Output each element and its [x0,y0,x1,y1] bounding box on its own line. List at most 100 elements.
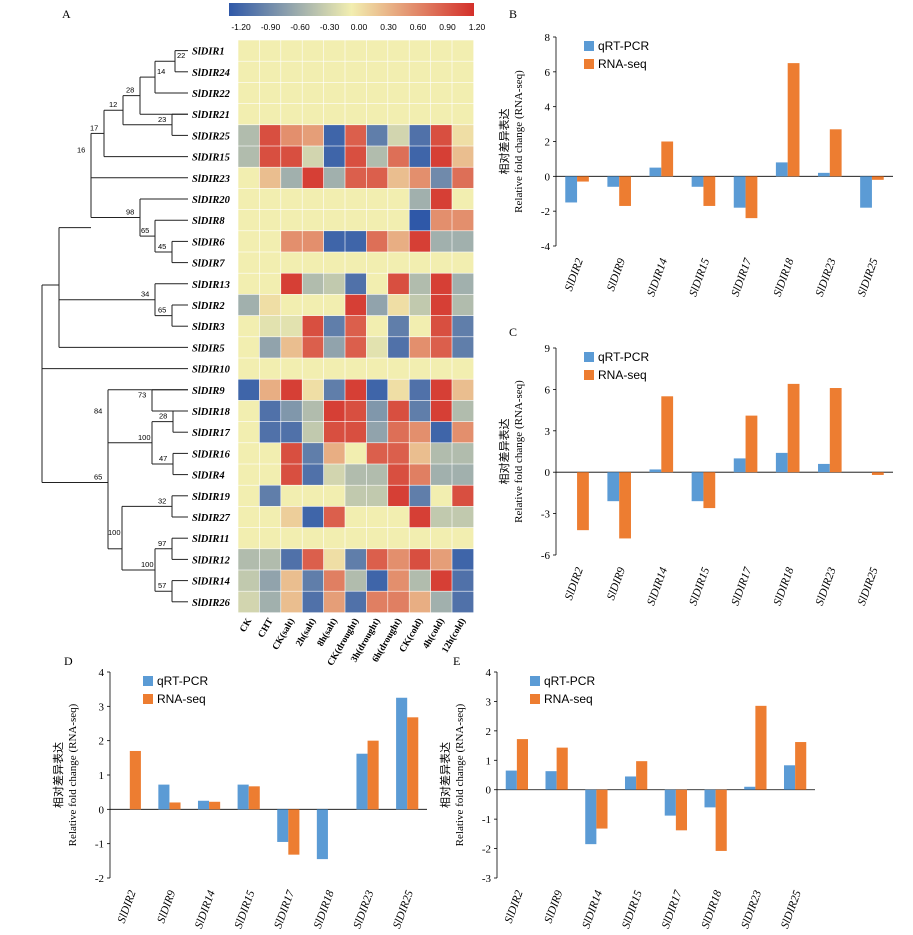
x-tick-label: SlDIR15 [687,257,712,299]
y-tick-label: 3 [545,426,551,438]
heatmap-row-label: SlDIR25 [192,131,230,142]
heatmap-cell [259,39,282,62]
heatmap-cell [323,463,346,486]
x-tick-label: SlDIR25 [856,566,881,608]
heatmap-cell [408,272,432,296]
heatmap-cell [344,336,368,359]
heatmap-cell [301,590,325,614]
heatmap-row-labels: SlDIR1 SlDIR24 SlDIR22 SlDIR21 SlDIR25 SlDIR1… [192,47,231,609]
heatmap-cell [237,60,261,84]
y-tick-label: -3 [541,509,551,521]
heatmap-cell [451,145,475,168]
color-scale-tick: 0.60 [410,22,427,32]
bootstrap-label: 57 [158,581,166,590]
heatmap-cell [280,124,303,147]
heatmap-cell [451,230,475,253]
legend-label: RNA-seq [157,692,206,706]
heatmap-cell [259,400,282,423]
heatmap-cell [301,315,325,338]
bar-rna-seq [577,176,589,182]
heatmap-cell [259,60,282,84]
heatmap-row-label: SlDIR13 [192,280,230,291]
heatmap-cell [237,378,261,402]
heatmap-cell [323,230,346,253]
bar-rna-seq [675,789,688,831]
heatmap-cell [344,60,368,84]
y-axis-label: Relative fold change (RNA-seq) [454,703,466,846]
heatmap-cell [408,315,432,338]
heatmap-cell [408,188,432,211]
heatmap-cell [280,103,303,126]
heatmap-cell [301,251,325,274]
heatmap-row-label: SlDIR16 [192,449,231,460]
heatmap-cell [387,294,410,317]
x-tick-label: SlDIR18 [312,889,337,931]
heatmap-cell [237,569,261,592]
heatmap-cell [280,188,303,211]
heatmap-cell [323,103,346,126]
bar-qrt-pcr [691,472,704,502]
heatmap-cell [387,442,410,465]
bar-qrt-pcr [505,770,517,790]
heatmap-cell [237,463,261,486]
heatmap-cell [301,463,325,486]
heatmap-cell [408,484,432,508]
heatmap-cell [430,166,453,189]
heatmap-cell [323,569,346,592]
heatmap-cell [323,400,346,423]
heatmap-cell [408,357,432,380]
legend-label: qRT-PCR [598,39,649,53]
heatmap-cell [301,166,325,189]
bootstrap-label: 17 [90,123,98,132]
bar-rna-seq [288,809,300,855]
heatmap-cell [387,145,410,168]
heatmap-cell [366,336,389,359]
heatmap-cell [430,294,453,317]
bootstrap-label: 12 [109,100,117,109]
y-tick-label: 3 [486,696,492,708]
heatmap-cell [301,209,325,232]
heatmap-cell [301,569,325,592]
heatmap-cell [237,124,261,147]
bar-qrt-pcr [237,784,249,810]
heatmap-cell [366,166,389,189]
bootstrap-label: 22 [177,51,185,60]
heatmap-cell [323,357,346,380]
heatmap-cell [408,590,432,614]
heatmap-cell [451,315,475,338]
bar-qrt-pcr [356,753,368,810]
heatmap-cell [451,463,475,486]
heatmap-cell [430,336,453,359]
heatmap-cell [344,569,368,592]
x-tick-label: SlDIR25 [856,257,881,299]
heatmap-cell [408,548,432,571]
heatmap-cell [259,82,282,105]
heatmap-row-label: SlDIR8 [192,216,225,227]
heatmap-cell [408,400,432,423]
heatmap-cell [366,272,389,296]
heatmap-cell [323,484,346,508]
bar-rna-seq [636,761,648,790]
heatmap-cell [344,294,368,317]
heatmap-cell [408,60,432,84]
heatmap-cell [237,294,261,317]
legend-swatch [143,676,153,686]
panel-label-a: A [62,7,71,21]
heatmap-cell [387,484,410,508]
heatmap-row-label: SlDIR1 [192,47,225,58]
heatmap-cell [451,60,475,84]
heatmap-cell [451,251,475,274]
heatmap-cell [259,506,282,529]
color-scale-tick: 0.00 [351,22,368,32]
bar-rna-seq [556,747,568,790]
heatmap-row-label: SlDIR17 [192,428,231,439]
heatmap-cell [301,442,325,465]
bar-rna-seq [209,801,221,810]
heatmap-cell [366,82,389,105]
y-tick-label: 6 [545,67,551,79]
x-tick-label: SlDIR17 [272,888,297,930]
heatmap-cell [451,421,475,444]
panel-label-d: D [64,654,73,668]
heatmap-cell [237,484,261,508]
heatmap-cell [280,82,303,105]
